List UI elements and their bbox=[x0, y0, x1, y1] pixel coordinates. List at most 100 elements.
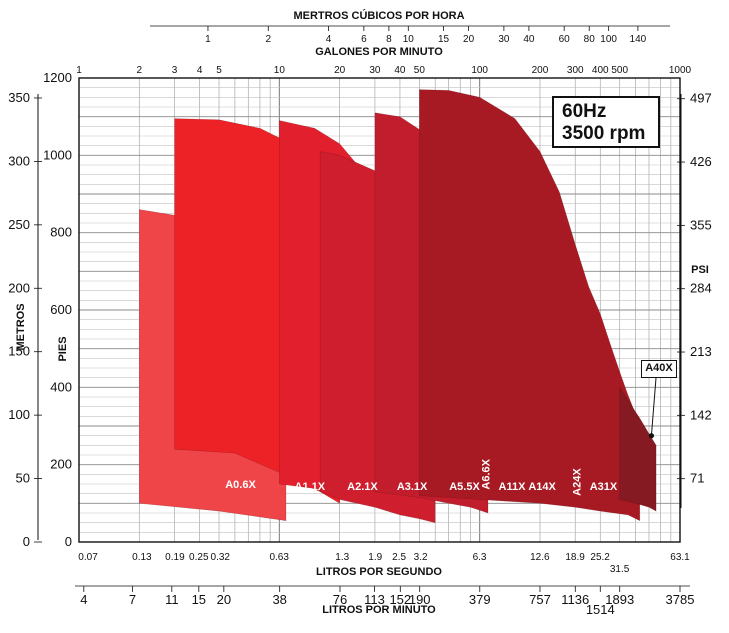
bottom-axis-1-tick: 12.6 bbox=[530, 552, 550, 563]
top-axis-2-tick: 40 bbox=[394, 65, 406, 76]
bottom-axis-2-tick: 379 bbox=[469, 592, 491, 607]
top-axis-2-tick: 3 bbox=[172, 65, 178, 76]
bottom-axis-2-tick: 76 bbox=[333, 592, 347, 607]
curve-label-a11x: A11X bbox=[499, 481, 527, 493]
curve-labels: A0.6X A1.1X A2.1X A3.1X A5.5X A6.6X A11X A14X A2… bbox=[225, 377, 657, 496]
bottom-axis-2-tick: 15 bbox=[192, 592, 206, 607]
top-axis-1-tick: 1 bbox=[205, 34, 211, 45]
a40x-callout: A40X bbox=[641, 360, 677, 378]
bottom-axis-2-tick: 3785 bbox=[666, 592, 695, 607]
bottom-axis-2-tick: 757 bbox=[529, 592, 551, 607]
left-inner-tick: 1000 bbox=[43, 147, 72, 162]
top-axis-1-tick: 10 bbox=[403, 34, 415, 45]
curve-label-a5-5x: A5.5X bbox=[449, 481, 480, 493]
right-tick: 284 bbox=[690, 281, 712, 296]
bottom-axis-2-tick: 1514 bbox=[586, 602, 615, 617]
bottom-axis-1-tick: 2.5 bbox=[392, 552, 406, 563]
plot-frame bbox=[37, 77, 682, 543]
left-outer-tick: 200 bbox=[8, 280, 30, 295]
badge-frequency: 60Hz bbox=[562, 101, 607, 122]
bottom-axis-2-title: LITROS POR MINUTO bbox=[322, 604, 436, 616]
left-outer-tick: 150 bbox=[8, 344, 30, 359]
left-inner-tick: 200 bbox=[50, 457, 72, 472]
curve-label-a14x: A14X bbox=[528, 481, 556, 493]
top-axis-2-tick: 4 bbox=[197, 65, 203, 76]
top-axis-1-tick: 15 bbox=[438, 34, 450, 45]
left-outer-tick: 0 bbox=[23, 534, 30, 549]
left-outer-tick: 300 bbox=[8, 153, 30, 168]
top-axis-2-tick: 1 bbox=[76, 65, 82, 76]
top-axis-2-tick: 10 bbox=[274, 65, 286, 76]
badge-speed: 3500 rpm bbox=[562, 123, 646, 144]
top-axis-2-tick: 2 bbox=[137, 65, 143, 76]
top-axis-1-tick: 30 bbox=[498, 34, 510, 45]
frequency-speed-badge: 60Hz 3500 rpm bbox=[552, 96, 660, 148]
top-axis-2-tick: 300 bbox=[567, 65, 584, 76]
curve-area-a6-6x bbox=[419, 89, 641, 522]
bottom-axis-1-tick: 0.07 bbox=[78, 552, 98, 563]
bottom-axis-1-tick: 1.9 bbox=[368, 552, 382, 563]
plot-border bbox=[78, 77, 681, 543]
curve-label-a31x: A31X bbox=[590, 481, 618, 493]
top-axis-2-tick: 200 bbox=[532, 65, 549, 76]
right-tick: 355 bbox=[690, 217, 712, 232]
top-axis-2-tick: 5 bbox=[216, 65, 222, 76]
bottom-axis-1-tick: 3.2 bbox=[414, 552, 428, 563]
bottom-axis-2-tick: 190 bbox=[409, 592, 431, 607]
curve-area-a40x bbox=[619, 386, 657, 512]
top-axis-1-tick: 2 bbox=[265, 34, 271, 45]
bottom-axis-1-tick: 25.2 bbox=[590, 552, 610, 563]
left-inner-tick: 400 bbox=[50, 379, 72, 394]
right-axis-title: PSI bbox=[691, 264, 709, 276]
top-axis-2-tick: 1000 bbox=[669, 65, 692, 76]
a40x-leader-line bbox=[650, 377, 657, 436]
bottom-axis-1-tick: 0.32 bbox=[211, 552, 231, 563]
curve-label-a2-1x: A2.1X bbox=[347, 481, 378, 493]
right-tick: 426 bbox=[690, 154, 712, 169]
top-axis-1-tick: 8 bbox=[386, 34, 392, 45]
bottom-axis-1-tick: 0.25 bbox=[189, 552, 209, 563]
top-axis-1-tick: 140 bbox=[630, 34, 647, 45]
bottom-axis-2-tick: 11 bbox=[165, 592, 179, 607]
left-axis-inner-title: PIES bbox=[57, 336, 69, 361]
top-axis-1-tick: 6 bbox=[361, 34, 367, 45]
top-axis-1-tick: 40 bbox=[523, 34, 535, 45]
left-outer-tick: 100 bbox=[8, 407, 30, 422]
top-axis-1-tick: 20 bbox=[463, 34, 475, 45]
right-tick: 497 bbox=[690, 91, 712, 106]
left-axis-outer-title: METROS bbox=[15, 303, 27, 350]
bottom-axis-2-tick: 1893 bbox=[605, 592, 634, 607]
left-inner-tick: 0 bbox=[65, 534, 72, 549]
bottom-axis-2-tick: 152 bbox=[389, 592, 411, 607]
left-inner-tick: 600 bbox=[50, 302, 72, 317]
top-axis-2-title: GALONES POR MINUTO bbox=[315, 46, 443, 58]
curve-areas bbox=[139, 89, 657, 524]
right-tick: 142 bbox=[690, 407, 712, 422]
bottom-axis-1-tick: 1.3 bbox=[335, 552, 349, 563]
bottom-axis-1-tick: 31.5 bbox=[610, 564, 630, 575]
bottom-axis-2-tick: 20 bbox=[217, 592, 231, 607]
bottom-axis-1-tick: 0.63 bbox=[269, 552, 289, 563]
top-axis-2-tick: 20 bbox=[334, 65, 346, 76]
bottom-axis-1-tick: 6.3 bbox=[473, 552, 487, 563]
curve-label-a3-1x: A3.1X bbox=[397, 481, 428, 493]
bottom-axis-2-tick: 7 bbox=[129, 592, 136, 607]
left-inner-tick: 800 bbox=[50, 225, 72, 240]
bottom-axis-1-tick: 0.13 bbox=[132, 552, 152, 563]
left-inner-tick: 1200 bbox=[43, 70, 72, 85]
left-outer-tick: 350 bbox=[8, 90, 30, 105]
curve-label-a6-6x: A6.6X bbox=[481, 458, 493, 489]
bottom-axis-2-tick: 38 bbox=[272, 592, 286, 607]
top-axis-2-tick: 30 bbox=[369, 65, 381, 76]
right-tick: 213 bbox=[690, 344, 712, 359]
top-axis-2-tick: 400 bbox=[592, 65, 609, 76]
right-tick: 71 bbox=[690, 471, 704, 486]
top-axis-1-tick: 100 bbox=[600, 34, 617, 45]
curve-label-a1-1x: A1.1X bbox=[295, 481, 326, 493]
bottom-axis-1-tick: 18.9 bbox=[565, 552, 585, 563]
top-axis-2-tick: 500 bbox=[611, 65, 628, 76]
top-axis-1-tick: 60 bbox=[559, 34, 571, 45]
bottom-axis-2-tick: 1136 bbox=[561, 592, 589, 607]
